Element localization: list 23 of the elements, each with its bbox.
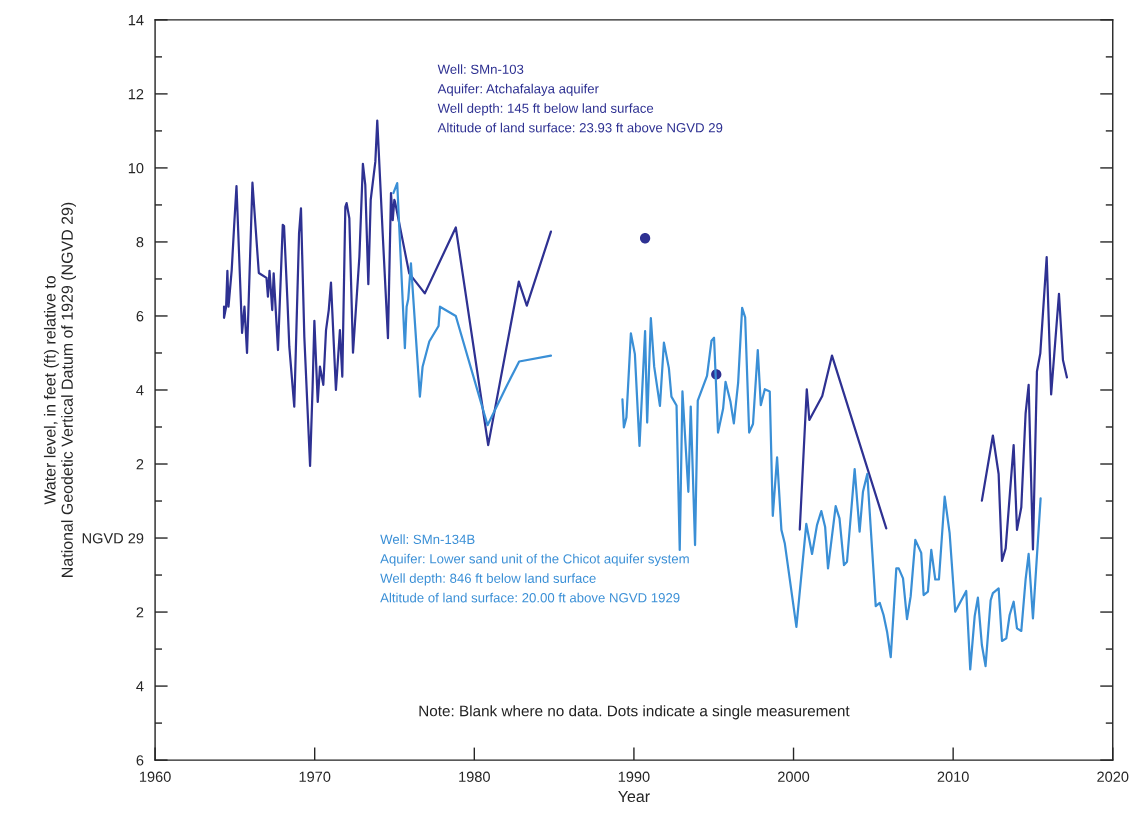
x-tick-label: 1980 [459,771,490,782]
y-tick-label: 6 [136,311,144,322]
x-tick-label: 2010 [937,771,969,782]
y-tick-label: 8 [136,237,144,248]
x-tick-label: 1990 [618,771,650,782]
x-tick-label: 2000 [778,771,810,782]
y-tick-label: NGVD 29 [82,533,144,544]
text: Well: SMn-103 Aquifer: Atchafalaya aquifer Well depth: 145 ft below land surface Altitude of land surface: 23.93 ft above NGVD 29 [437,64,723,133]
y-tick-label: 2 [136,459,144,470]
y-tick-label: 6 [136,755,144,766]
y-tick-label: 14 [128,15,144,26]
x-axis-title: Year [618,790,650,803]
series-label: Well: SMn-134B Aquifer: Lower sand unit of the Chicot aquifer system Well depth: 846 ft below land surface Altitude of land surface: 20.00 ft above NGVD 1929 [380,534,689,603]
x-tick-label: 1960 [139,771,171,782]
y-tick-label: 4 [136,681,144,692]
y-tick-label: 2 [136,607,144,618]
y-tick-label: 12 [128,89,144,100]
y-tick-label: 4 [136,385,144,396]
annotation: Note: Blank where no data. Dots indicate a single measurement [419,705,850,720]
x-tick-label: 2020 [1097,771,1129,782]
y-tick-label: 10 [128,163,144,174]
x-tick-label: 1970 [299,771,331,782]
y-axis-title: Water level, in feet (ft) relative to National Geodetic Vertical Datum of 1929 (NGVD 29) [43,202,76,577]
